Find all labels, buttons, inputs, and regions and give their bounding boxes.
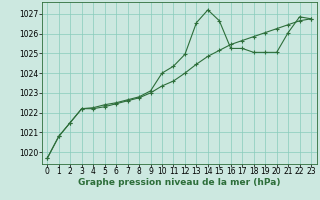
- X-axis label: Graphe pression niveau de la mer (hPa): Graphe pression niveau de la mer (hPa): [78, 178, 280, 187]
